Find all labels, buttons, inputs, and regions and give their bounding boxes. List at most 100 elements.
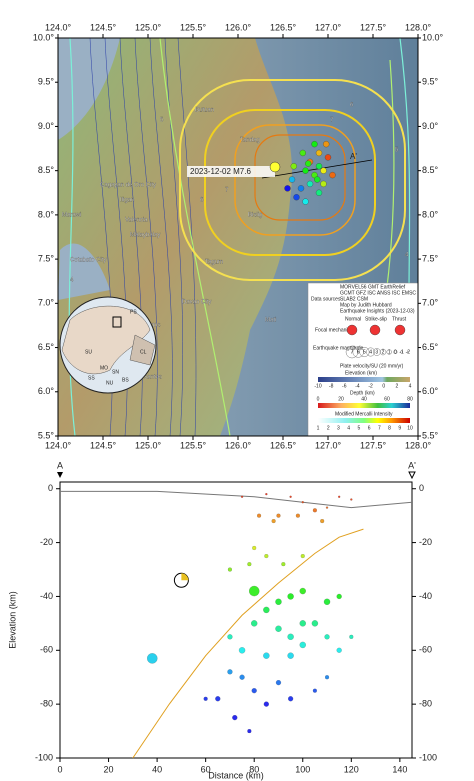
bay: [58, 243, 110, 300]
bar-tick: 1: [317, 425, 320, 431]
earthquake: [288, 696, 294, 702]
earthquake: [227, 669, 233, 675]
event: [320, 167, 327, 174]
place: Tandag: [240, 138, 260, 144]
event: [284, 185, 291, 192]
earthquake: [281, 562, 286, 567]
earthquake: [325, 675, 330, 680]
contour-label: 7: [330, 118, 334, 124]
lon-label: 125.5°: [180, 440, 207, 450]
earthquake: [276, 513, 281, 518]
contour-label: 7: [225, 188, 229, 194]
legend-text: Focal mechanism: [315, 327, 354, 333]
legend-text: Plate velocity/SU (20 mm/yr): [340, 363, 404, 369]
legend-text: Modified Mercalli Intensity: [335, 411, 393, 417]
earthquake: [247, 562, 252, 567]
mag-label: -2: [406, 349, 411, 355]
event: [324, 154, 332, 161]
earthquake: [215, 696, 221, 702]
legend-text: Thrust: [392, 316, 407, 322]
earthquake: [300, 554, 305, 559]
event: [302, 198, 309, 205]
y-tick-label: 0: [419, 483, 424, 493]
bar-tick: 2: [327, 425, 330, 431]
y-tick-label: -100: [419, 752, 437, 762]
lon-label: 124.0°: [45, 22, 72, 32]
place: Malaybalay: [130, 233, 160, 239]
bar-tick: 40: [361, 396, 367, 402]
earthquake: [263, 701, 269, 707]
mmi-bar: [318, 418, 410, 423]
x-tick-label: 0: [57, 764, 62, 774]
earthquake: [338, 495, 341, 498]
earthquake: [287, 633, 294, 640]
lon-label: 128.0°: [405, 440, 432, 450]
mag-symbol: [352, 346, 364, 358]
lat-label: 8.0°: [422, 209, 439, 219]
place: Davao City: [182, 300, 211, 306]
lat-label: 7.5°: [422, 253, 439, 263]
lat-label: 6.0°: [422, 386, 439, 396]
earthquake: [238, 647, 246, 654]
earthquake: [271, 519, 276, 524]
lat-label: 6.5°: [38, 342, 55, 352]
mag-symbol: [393, 350, 398, 355]
legend-text: Normal: [345, 316, 361, 322]
lon-label: 127.0°: [315, 440, 342, 450]
lat-label: 7.0°: [422, 298, 439, 308]
mag-label: 5: [363, 349, 366, 355]
depth-bar: [318, 403, 410, 408]
plot-frame: [59, 481, 413, 759]
earthquake: [263, 652, 270, 659]
bar-tick: 7: [378, 425, 381, 431]
x-tick-label: 60: [201, 764, 211, 774]
inset-label: CL: [140, 349, 147, 355]
lon-label: 125.0°: [135, 440, 162, 450]
profile-start: A: [57, 460, 63, 470]
y-tick-label: -100: [35, 752, 53, 762]
y-tick-label: -40: [40, 591, 53, 601]
contour-label: 4: [70, 278, 74, 284]
mmi-8: [234, 124, 356, 236]
earthquake: [336, 647, 342, 653]
slab: [132, 528, 364, 759]
earthquake: [257, 513, 262, 518]
lon-label: 127.5°: [360, 440, 387, 450]
bar-tick: 3: [337, 425, 340, 431]
lat-label: 5.5°: [38, 430, 55, 440]
contour-label: 6: [350, 103, 354, 109]
x-tick-label: 120: [344, 764, 359, 774]
earthquake: [299, 620, 306, 627]
place: Cotabato City: [70, 258, 106, 264]
lat-label: 9.0°: [38, 121, 55, 131]
earthquake: [249, 585, 260, 597]
earthquake: [227, 567, 232, 572]
bar-tick: 6: [368, 425, 371, 431]
lat-label: 10.0°: [422, 32, 444, 42]
earthquake: [247, 729, 252, 734]
inset-label: MO: [100, 365, 108, 371]
lon-label: 124.5°: [90, 440, 117, 450]
bar-tick: 4: [347, 425, 350, 431]
mech-icon: [369, 324, 381, 336]
lat-label: 8.0°: [38, 209, 55, 219]
contour-label: 5: [395, 148, 399, 154]
y-tick-label: -20: [40, 537, 53, 547]
mag-label: 7: [351, 349, 354, 355]
lat-label: 7.0°: [38, 298, 55, 308]
profile-line: [261, 159, 373, 179]
earthquake: [350, 498, 353, 501]
mag-label: 3: [375, 349, 378, 355]
y-tick-label: -40: [419, 591, 432, 601]
lon-label: 124.0°: [45, 440, 72, 450]
earthquake: [311, 620, 319, 627]
event: [323, 140, 330, 148]
bar-tick: 0: [317, 396, 320, 402]
event: [305, 160, 312, 167]
contour-label: 6: [200, 198, 204, 204]
earthquake: [251, 688, 257, 694]
bar-tick: -2: [368, 383, 373, 389]
earthquake: [239, 674, 245, 680]
lat-label: 6.0°: [38, 386, 55, 396]
mag-label: 0: [394, 349, 397, 355]
